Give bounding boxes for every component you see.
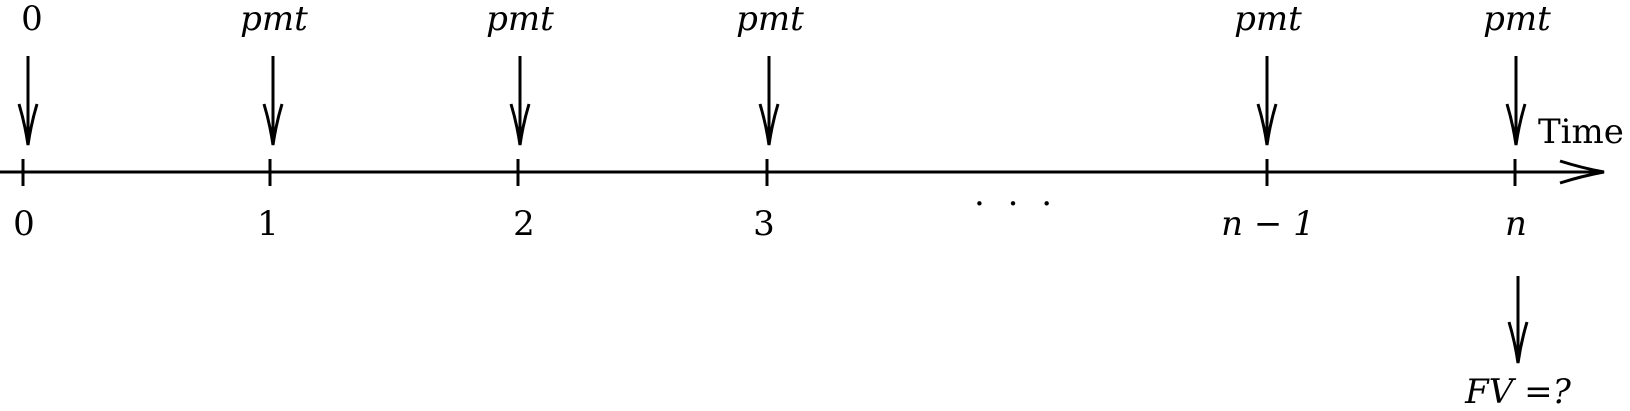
tick-marks xyxy=(21,159,1517,186)
down-arrow-icon xyxy=(509,56,531,146)
down-arrow-icon xyxy=(1505,56,1527,146)
down-arrow-icon xyxy=(262,56,284,146)
payment-labels: 0 pmt pmt pmt pmt pmt xyxy=(21,0,1551,39)
future-value-label: FV =? xyxy=(1464,372,1571,411)
payment-arrows xyxy=(17,56,1527,146)
top-label: 0 xyxy=(21,0,43,39)
future-value-arrow xyxy=(1507,276,1529,364)
down-arrow-icon xyxy=(1256,56,1278,146)
down-arrow-icon xyxy=(758,56,780,146)
ellipsis: . . . xyxy=(974,174,1058,214)
payment-label: pmt xyxy=(1234,0,1302,39)
period-labels: 0 1 2 3 n − 1 n xyxy=(13,204,1527,244)
payment-label: pmt xyxy=(736,0,804,39)
down-arrow-icon xyxy=(17,56,39,146)
payment-label: pmt xyxy=(1483,0,1551,39)
period-label: n xyxy=(1505,204,1527,244)
down-arrow-icon xyxy=(1507,276,1529,364)
period-label: 3 xyxy=(753,204,775,244)
period-label: 1 xyxy=(257,204,279,244)
time-axis: Time xyxy=(0,112,1624,185)
axis-label: Time xyxy=(1538,112,1624,152)
payment-label: pmt xyxy=(486,0,554,39)
payment-label: pmt xyxy=(240,0,308,39)
axis-arrowhead-icon xyxy=(1559,159,1605,185)
period-label: 2 xyxy=(513,204,535,244)
period-label: n − 1 xyxy=(1221,204,1315,244)
period-label: 0 xyxy=(13,204,35,244)
